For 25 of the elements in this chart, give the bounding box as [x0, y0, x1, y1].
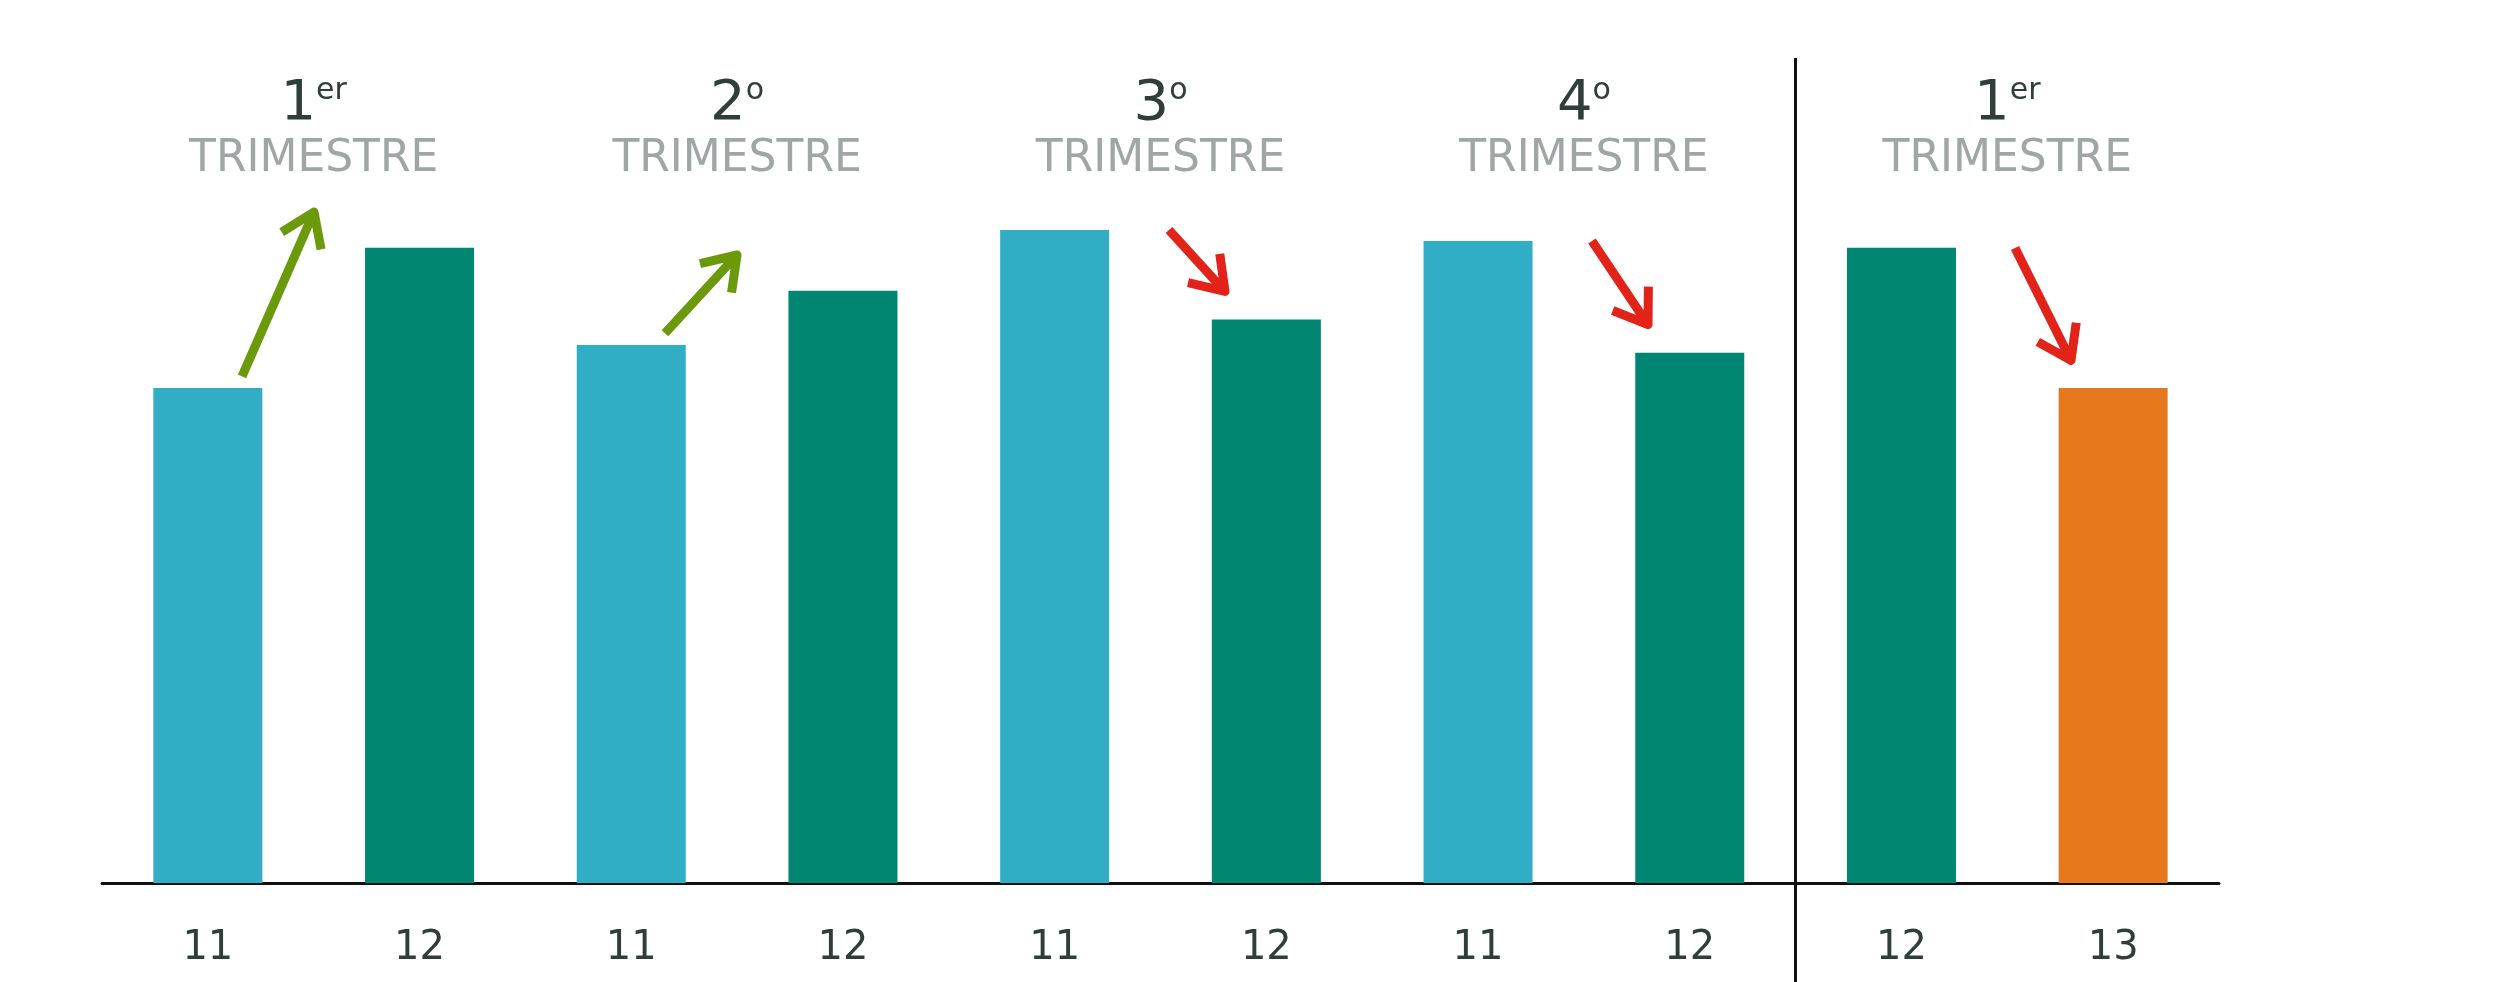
- bar: [1000, 230, 1110, 883]
- bar: [2058, 388, 2168, 883]
- bar: [1635, 352, 1745, 883]
- bar: [153, 388, 263, 883]
- x-tick-label: 12: [1664, 922, 1716, 968]
- bar: [1423, 241, 1533, 883]
- bar: [1846, 247, 1956, 883]
- x-tick-label: 12: [1876, 922, 1927, 968]
- x-tick-label: 11: [1452, 922, 1504, 968]
- text: 2$^{o}$ TRIMESTRE: [612, 65, 862, 181]
- bar: [365, 247, 475, 883]
- x-tick-label: 11: [1029, 922, 1081, 968]
- bar: [788, 290, 898, 883]
- bar: [1211, 319, 1321, 883]
- text: 1$^{er}$ TRIMESTRE: [189, 65, 439, 181]
- text: 1$^{er}$ TRIMESTRE: [1882, 65, 2132, 181]
- text: 3$^{o}$ TRIMESTRE: [1035, 65, 1286, 181]
- bar: [576, 344, 686, 883]
- x-tick-label: 12: [1240, 922, 1292, 968]
- x-tick-label: 11: [605, 922, 657, 968]
- x-tick-label: 12: [394, 922, 445, 968]
- x-tick-label: 13: [2087, 922, 2139, 968]
- text: 4$^{o}$ TRIMESTRE: [1459, 65, 1709, 181]
- x-tick-label: 11: [182, 922, 234, 968]
- x-tick-label: 12: [817, 922, 869, 968]
